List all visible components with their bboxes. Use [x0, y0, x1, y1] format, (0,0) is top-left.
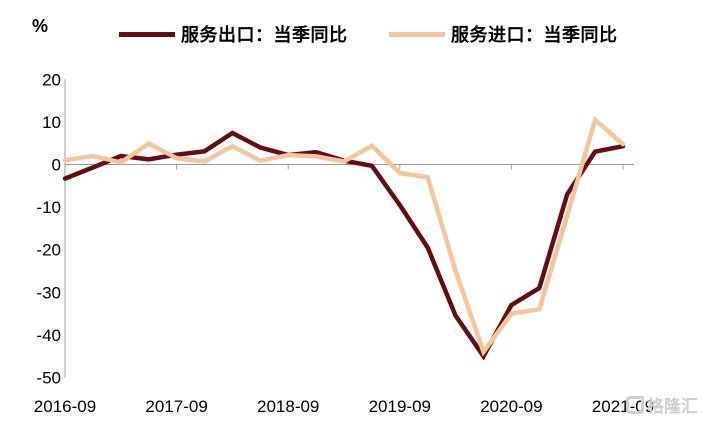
x-axis-tick-label: 2019-09 — [369, 397, 431, 416]
x-axis-tick-label: 2020-09 — [480, 397, 542, 416]
y-axis-tick-label: -50 — [36, 369, 61, 388]
y-axis-tick-label: -10 — [36, 198, 61, 217]
gelonghui-logo-icon — [626, 395, 644, 414]
y-axis-tick-label: -40 — [36, 326, 61, 345]
x-axis-tick-label: 2016-09 — [34, 397, 96, 416]
legend-item-export: 服务出口：当季同比 — [119, 21, 348, 47]
x-axis-tick-label: 2017-09 — [145, 397, 207, 416]
watermark-text: 格隆汇 — [647, 397, 698, 416]
y-axis-tick-label: -20 — [36, 241, 61, 260]
x-axis-tick-label: 2018-09 — [257, 397, 319, 416]
export-line-swatch — [119, 31, 175, 37]
import-legend-label: 服务进口：当季同比 — [451, 25, 618, 45]
export-series-line — [62, 130, 626, 361]
export-legend-label: 服务出口：当季同比 — [181, 25, 348, 45]
y-axis-tick-label: 10 — [42, 113, 61, 132]
import-series-line — [62, 115, 626, 357]
y-axis-tick-label: 20 — [42, 70, 61, 89]
y-axis-unit-label: % — [32, 16, 49, 36]
y-axis-tick-label: 0 — [52, 156, 61, 175]
import-line-swatch — [389, 31, 445, 37]
y-axis-tick-label: -30 — [36, 283, 61, 302]
watermark: 格隆汇 — [626, 392, 698, 417]
legend-item-import: 服务进口：当季同比 — [389, 21, 618, 47]
